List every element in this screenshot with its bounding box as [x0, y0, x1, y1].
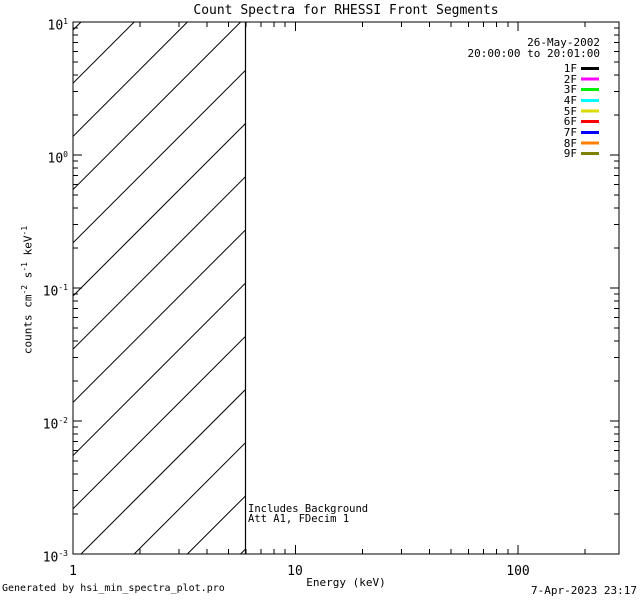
y-tick-label-10e1: 101 — [47, 17, 68, 34]
legend-label-7f: 7F — [563, 126, 577, 139]
annotation-includes-background: Includes Background — [248, 503, 369, 515]
legend-label-5f: 5F — [563, 104, 577, 118]
legend-label-9f: 9F — [563, 147, 577, 160]
legend-label-4f: 4F — [563, 94, 577, 107]
x-axis-label: Energy (keV) — [306, 576, 386, 589]
legend-time-range: 20:00:00 to 20:01:00 — [467, 47, 600, 60]
y-minor-ticks — [73, 27, 619, 515]
y-tick-label-10e-1: 10-1 — [42, 283, 68, 300]
x-tick-label-100: 100 — [506, 564, 530, 579]
plot-title: Count Spectra for RHESSI Front Segments — [193, 3, 499, 18]
y-tick-label-10e0: 100 — [47, 150, 68, 167]
y-axis-label: counts cm-2 s-1 keV-1 — [20, 225, 35, 355]
legend-label-8f: 8F — [563, 136, 577, 150]
legend-label-6f: 6F — [563, 115, 577, 128]
legend-date: 26-May-2002 — [527, 36, 600, 49]
x-major-ticks — [72, 22, 519, 554]
legend-label-2f: 2F — [563, 72, 577, 86]
x-minor-ticks — [139, 22, 586, 554]
y-tick-label-10e-3: 10-3 — [42, 549, 68, 566]
annotation-attenuator-state: Att A1, FDecim 1 — [248, 513, 350, 525]
x-tick-label-1: 1 — [69, 564, 77, 579]
y-major-ticks — [73, 21, 619, 555]
y-tick-label-10e-2: 10-2 — [42, 416, 68, 433]
legend-label-1f: 1F — [563, 62, 577, 75]
legend-swatches — [581, 67, 599, 155]
plot-timestamp: 7-Apr-2023 23:17 — [531, 584, 637, 597]
x-tick-label-10: 10 — [287, 564, 303, 579]
legend-label-3f: 3F — [563, 83, 577, 96]
generated-by-text: Generated by hsi_min_spectra_plot.pro — [2, 583, 225, 594]
